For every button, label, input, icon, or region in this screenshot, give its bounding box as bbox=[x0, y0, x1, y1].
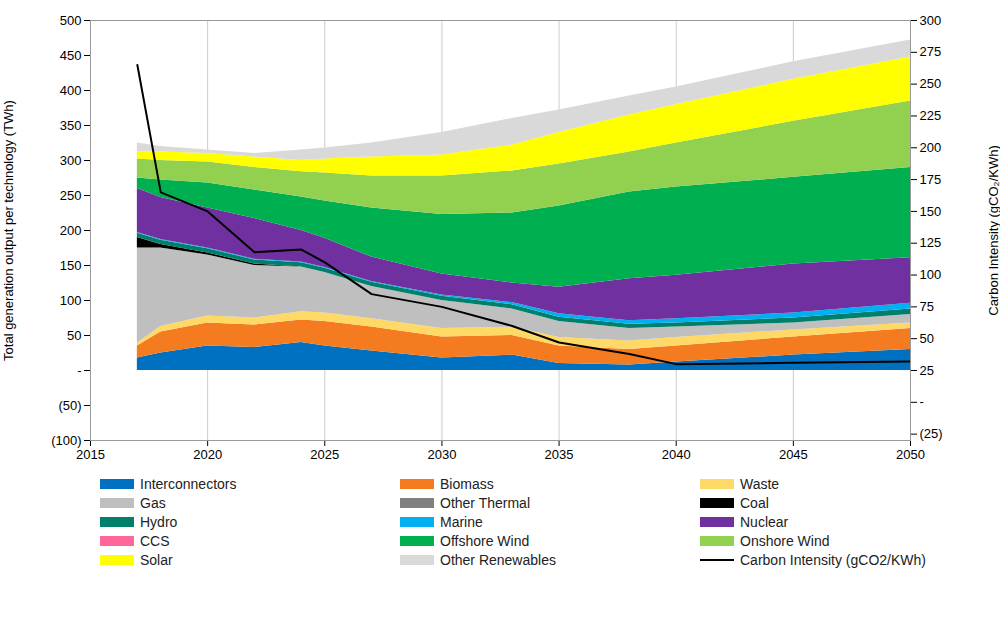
html-text:Solar: Solar bbox=[140, 552, 173, 568]
svg-text:300: 300 bbox=[920, 13, 942, 28]
svg-text:225: 225 bbox=[920, 108, 942, 123]
html-text:Other Thermal: Other Thermal bbox=[440, 495, 530, 511]
svg-text:125: 125 bbox=[920, 235, 942, 250]
svg-text:250: 250 bbox=[920, 76, 942, 91]
svg-text:150: 150 bbox=[60, 258, 82, 273]
html-text:Marine: Marine bbox=[440, 514, 483, 530]
html-text:Carbon Intensity (gCO2/KWh): Carbon Intensity (gCO2/KWh) bbox=[740, 552, 926, 568]
html-text:Nuclear: Nuclear bbox=[740, 514, 789, 530]
html-text:Coal: Coal bbox=[740, 495, 769, 511]
svg-text:100: 100 bbox=[60, 293, 82, 308]
svg-text:150: 150 bbox=[920, 204, 942, 219]
svg-text:2050: 2050 bbox=[896, 447, 925, 462]
svg-text:25: 25 bbox=[920, 363, 934, 378]
html-text:Interconnectors: Interconnectors bbox=[140, 476, 237, 492]
svg-text:Carbon Intensity (gCO₂/KWh): Carbon Intensity (gCO₂/KWh) bbox=[986, 145, 1000, 316]
svg-text:400: 400 bbox=[60, 83, 82, 98]
svg-text:Total generation output per te: Total generation output per technology (… bbox=[1, 100, 16, 361]
html-text:Hydro: Hydro bbox=[140, 514, 178, 530]
html-text:Biomass: Biomass bbox=[440, 476, 494, 492]
html-text:CCS: CCS bbox=[140, 533, 170, 549]
svg-text:-: - bbox=[77, 363, 81, 378]
svg-text:(100): (100) bbox=[51, 433, 81, 448]
svg-text:2040: 2040 bbox=[662, 447, 691, 462]
svg-text:2015: 2015 bbox=[76, 447, 105, 462]
html-text:Gas: Gas bbox=[140, 495, 166, 511]
svg-text:(50): (50) bbox=[58, 398, 81, 413]
svg-text:250: 250 bbox=[60, 188, 82, 203]
svg-text:200: 200 bbox=[60, 223, 82, 238]
html-text:Waste: Waste bbox=[740, 476, 780, 492]
svg-text:2045: 2045 bbox=[779, 447, 808, 462]
svg-text:2035: 2035 bbox=[545, 447, 574, 462]
svg-text:275: 275 bbox=[920, 44, 942, 59]
svg-text:300: 300 bbox=[60, 153, 82, 168]
svg-text:100: 100 bbox=[920, 267, 942, 282]
svg-text:75: 75 bbox=[920, 299, 934, 314]
html-text:Onshore Wind: Onshore Wind bbox=[740, 533, 830, 549]
svg-text:50: 50 bbox=[920, 331, 934, 346]
svg-text:2020: 2020 bbox=[193, 447, 222, 462]
svg-text:(25): (25) bbox=[920, 426, 943, 441]
html-text:Offshore Wind: Offshore Wind bbox=[440, 533, 530, 549]
svg-text:350: 350 bbox=[60, 118, 82, 133]
svg-text:50: 50 bbox=[67, 328, 81, 343]
html-text:Other Renewables: Other Renewables bbox=[440, 552, 556, 568]
svg-text:2025: 2025 bbox=[310, 447, 339, 462]
svg-text:200: 200 bbox=[920, 140, 942, 155]
svg-text:2030: 2030 bbox=[427, 447, 456, 462]
svg-text:-: - bbox=[920, 394, 924, 409]
svg-text:450: 450 bbox=[60, 48, 82, 63]
svg-text:500: 500 bbox=[60, 13, 82, 28]
svg-text:175: 175 bbox=[920, 172, 942, 187]
